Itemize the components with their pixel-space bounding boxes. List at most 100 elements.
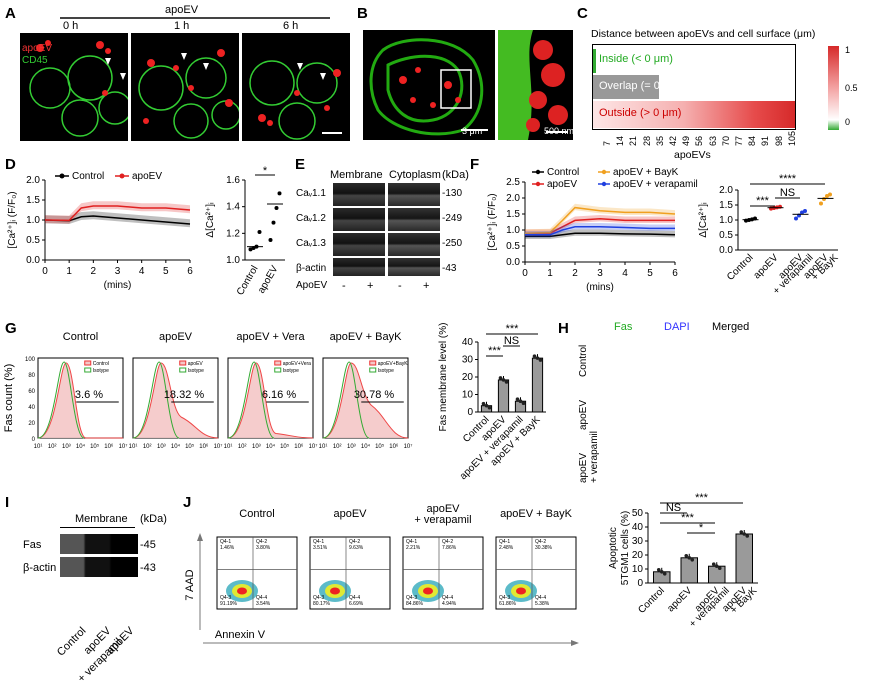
- heatmap-xtick: 7: [602, 140, 612, 146]
- series-error-band: [525, 222, 675, 238]
- y-tick-label: 0.0: [506, 257, 520, 268]
- sig-label: *: [263, 165, 268, 177]
- series-error-band: [45, 201, 190, 224]
- heatmap-xtick: 35: [654, 135, 665, 146]
- e-row-label: Caᵥ1.1: [296, 188, 326, 199]
- data-point: [828, 192, 832, 197]
- y-tick-label: 1.0: [719, 215, 733, 226]
- j-quad-label: Q4-3: [220, 595, 231, 601]
- g-xtick: 10³: [347, 444, 356, 450]
- data-point: [659, 570, 664, 574]
- g-hist-title: apoEV + BayK: [330, 331, 403, 343]
- g-legend-swatch-a: [369, 360, 377, 366]
- x-axis-label: (mins): [586, 282, 614, 293]
- row-inside-label: Inside (< 0 μm): [599, 53, 673, 65]
- x-tick-label: 4: [622, 268, 628, 279]
- chart-f-trace: 0.0 0.5 1.0 1.5 2.0 2.5 0 1 2 3 4 5 6 [Ca²⁺]ᵢ (F/F₀) (…: [487, 167, 698, 293]
- h-col-fas: Fas: [614, 321, 633, 333]
- e-kda: (kDa): [442, 169, 469, 181]
- j-quad-label: 2.21%: [406, 545, 421, 551]
- y-tick-label: 1.5: [26, 195, 40, 206]
- e-size-label: -249: [442, 213, 463, 224]
- data-point: [268, 238, 273, 242]
- g-pct: 18.32 %: [164, 389, 205, 401]
- e-foot-label: ApoEV: [296, 280, 328, 291]
- x-tick-label: 5: [163, 266, 169, 277]
- micrograph-a-0h: [20, 33, 128, 141]
- sig-label: ***: [488, 345, 502, 357]
- j-quad-label: Q4-3: [499, 595, 510, 601]
- j-quad-label: 84.86%: [406, 601, 424, 607]
- g-legend-label: Isotype: [378, 368, 394, 374]
- data-point: [277, 191, 282, 196]
- j-quad-label: 9.63%: [349, 545, 364, 551]
- y-tick-label: 10: [632, 564, 644, 575]
- sig-label: ****: [779, 173, 797, 185]
- g-xtick: 10¹: [129, 444, 138, 450]
- j-quad-label: Q4-1: [499, 539, 510, 545]
- data-point: [521, 401, 526, 406]
- bar: [497, 379, 510, 413]
- e-blot-cytoplasm: [388, 258, 440, 276]
- j-cloud-core: [423, 587, 433, 595]
- y-tick-label: 2.0: [719, 185, 733, 196]
- category-label: apoEV: [256, 264, 281, 296]
- data-point: [274, 206, 279, 210]
- g-legend-label: apoEV+Vera: [283, 361, 311, 367]
- j-quad-label: 61.86%: [499, 601, 517, 607]
- sig-label: *: [699, 522, 704, 534]
- legend-marker: [601, 181, 607, 187]
- data-point: [532, 354, 537, 358]
- g-hist-isotype: [37, 361, 85, 439]
- g-xtick: 10²: [48, 444, 57, 450]
- j-quad-label: 6.69%: [349, 601, 364, 607]
- h-row-label: apoEV: [578, 452, 589, 483]
- heatmap-xtick: 77: [734, 135, 744, 146]
- series-line: [44, 215, 191, 225]
- h-row-label: Control: [578, 344, 589, 377]
- j-quad-label: 30.38%: [535, 545, 553, 551]
- y-tick-label: 30: [462, 355, 474, 366]
- panel-label-a: A: [5, 5, 16, 22]
- g-legend-swatch-b: [179, 367, 187, 373]
- h-row-label: + verapamil: [589, 431, 600, 483]
- g-xtick: 10⁷: [119, 443, 128, 450]
- bar: [708, 565, 726, 584]
- g-hist-sample: [132, 362, 219, 439]
- g-legend-swatch-a: [179, 360, 187, 366]
- j-quad-label: 7.86%: [442, 545, 457, 551]
- g-xtick: 10⁵: [185, 443, 195, 450]
- data-point: [742, 532, 747, 536]
- data-point: [711, 562, 716, 566]
- scale-3um: 3 μm: [462, 126, 483, 136]
- g-hist-isotype: [227, 361, 275, 439]
- y-tick-label: 50: [632, 508, 644, 519]
- time-1h: 1 h: [174, 20, 190, 32]
- y-tick-label: 30: [632, 536, 644, 547]
- heatmap-xtick: 105: [786, 130, 797, 146]
- data-point: [684, 554, 689, 558]
- legend-label: apoEV: [132, 171, 162, 182]
- h-col-merged: Merged: [712, 321, 750, 333]
- g-ytick: 0: [32, 437, 36, 443]
- y-tick-label: 0.0: [26, 255, 40, 266]
- legend-label: apoEV + verapamil: [613, 179, 698, 190]
- j-cloud-core: [330, 587, 340, 595]
- time-0h: 0 h: [63, 20, 79, 32]
- data-point: [538, 358, 543, 362]
- sig-label: NS: [780, 187, 795, 199]
- e-size-label: -130: [442, 188, 463, 199]
- cbar-tick-1: 1: [845, 45, 851, 55]
- y-tick-label: 20: [462, 372, 474, 383]
- data-point: [481, 401, 486, 406]
- j-xlabel: Annexin V: [215, 629, 266, 641]
- j-quad-label: Q4-2: [256, 539, 267, 545]
- heatmap-xlabel: apoEVs: [674, 149, 711, 161]
- g-legend-swatch-b: [369, 367, 377, 373]
- data-point: [717, 566, 722, 570]
- y-tick-label: 2.5: [506, 177, 520, 188]
- heatmap-xtick: 56: [694, 135, 705, 146]
- y-axis-label: Δ[Ca²⁺]ᵢ: [205, 202, 216, 238]
- g-legend-label: Isotype: [283, 368, 299, 374]
